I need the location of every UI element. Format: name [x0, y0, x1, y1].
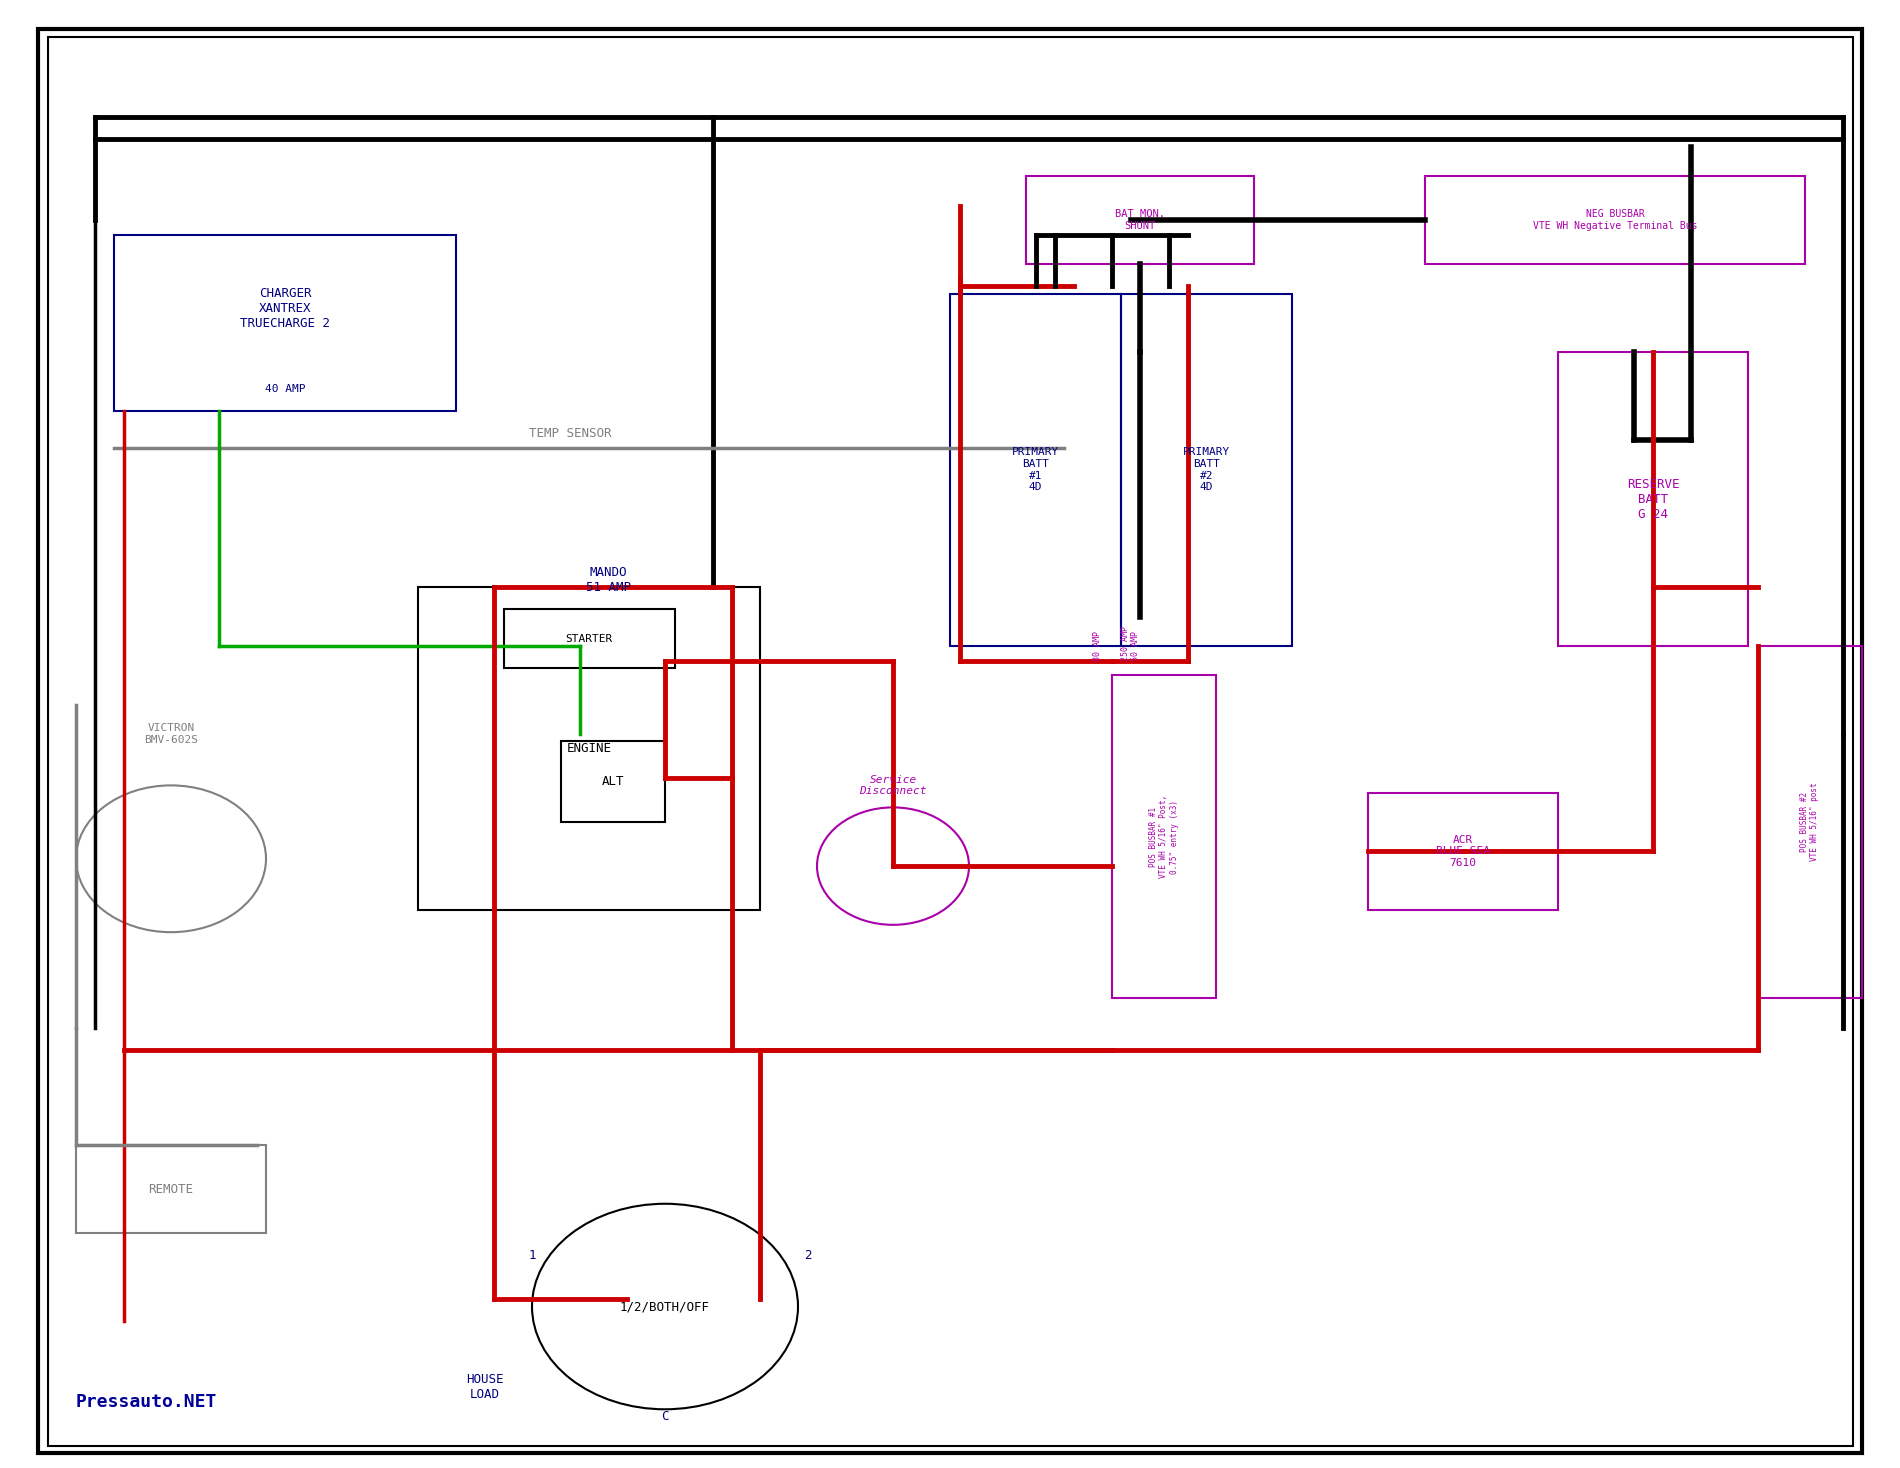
Text: Service
Disconnect: Service Disconnect: [859, 775, 927, 796]
Text: 40 AMP: 40 AMP: [264, 385, 306, 393]
Text: PRIMARY
BATT
#2
4D: PRIMARY BATT #2 4D: [1184, 448, 1229, 492]
Text: POS BUSBAR #1
VTE WH 5/16" Post,
0.75" entry (x3): POS BUSBAR #1 VTE WH 5/16" Post, 0.75" e…: [1150, 796, 1178, 878]
Text: VICTRON
BMV-602S: VICTRON BMV-602S: [144, 724, 198, 744]
Text: RESERVE
BATT
G 24: RESERVE BATT G 24: [1626, 477, 1680, 521]
Text: POS BUSBAR #2
VTE WH 5/16" post: POS BUSBAR #2 VTE WH 5/16" post: [1799, 782, 1820, 862]
Text: ALT: ALT: [602, 775, 623, 788]
Text: 80 AMP: 80 AMP: [1092, 631, 1102, 661]
Text: TEMP SENSOR: TEMP SENSOR: [528, 427, 612, 440]
Text: HOUSE
LOAD: HOUSE LOAD: [466, 1373, 504, 1402]
Text: C: C: [661, 1411, 669, 1422]
Text: 2: 2: [804, 1249, 811, 1261]
Text: ENGINE: ENGINE: [566, 743, 612, 755]
Text: Pressauto.NET: Pressauto.NET: [76, 1393, 217, 1411]
Text: MANDO
51 AMP: MANDO 51 AMP: [585, 565, 631, 595]
Text: CHARGER
XANTREX
TRUECHARGE 2: CHARGER XANTREX TRUECHARGE 2: [239, 286, 331, 330]
Text: ACR
BLUE SEA
7610: ACR BLUE SEA 7610: [1436, 835, 1490, 868]
Text: BAT MON.
SHUNT: BAT MON. SHUNT: [1115, 210, 1165, 230]
Text: 250 AMP
50 AMP: 250 AMP 50 AMP: [1121, 625, 1140, 661]
Text: STARTER: STARTER: [566, 634, 612, 643]
Text: NEG BUSBAR
VTE WH Negative Terminal Bus: NEG BUSBAR VTE WH Negative Terminal Bus: [1533, 210, 1697, 230]
Text: REMOTE: REMOTE: [148, 1183, 194, 1195]
Text: PRIMARY
BATT
#1
4D: PRIMARY BATT #1 4D: [1013, 448, 1058, 492]
Text: 1: 1: [528, 1249, 536, 1261]
Text: 1/2/BOTH/OFF: 1/2/BOTH/OFF: [619, 1301, 711, 1312]
